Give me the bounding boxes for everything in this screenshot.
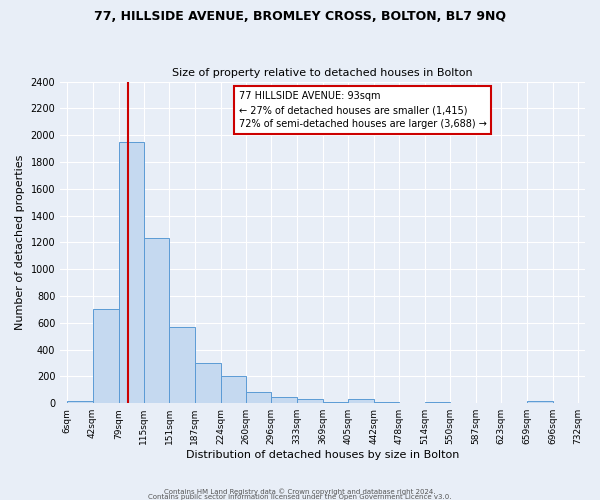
Text: 77, HILLSIDE AVENUE, BROMLEY CROSS, BOLTON, BL7 9NQ: 77, HILLSIDE AVENUE, BROMLEY CROSS, BOLT… bbox=[94, 10, 506, 23]
Bar bbox=[194, 363, 221, 403]
Text: Contains HM Land Registry data © Crown copyright and database right 2024.: Contains HM Land Registry data © Crown c… bbox=[164, 488, 436, 495]
Title: Size of property relative to detached houses in Bolton: Size of property relative to detached ho… bbox=[172, 68, 473, 78]
Bar bbox=[399, 402, 425, 403]
Text: Contains public sector information licensed under the Open Government Licence v3: Contains public sector information licen… bbox=[148, 494, 452, 500]
Bar bbox=[348, 399, 374, 403]
Bar bbox=[67, 401, 92, 403]
Bar bbox=[246, 392, 271, 403]
Bar bbox=[119, 142, 144, 403]
Bar bbox=[221, 376, 246, 403]
Text: 77 HILLSIDE AVENUE: 93sqm
← 27% of detached houses are smaller (1,415)
72% of se: 77 HILLSIDE AVENUE: 93sqm ← 27% of detac… bbox=[239, 91, 487, 129]
X-axis label: Distribution of detached houses by size in Bolton: Distribution of detached houses by size … bbox=[186, 450, 459, 460]
Bar bbox=[374, 402, 399, 403]
Bar bbox=[323, 402, 348, 403]
Bar bbox=[450, 402, 476, 403]
Y-axis label: Number of detached properties: Number of detached properties bbox=[15, 154, 25, 330]
Bar bbox=[144, 238, 169, 403]
Bar bbox=[169, 327, 194, 403]
Bar bbox=[553, 402, 578, 403]
Bar bbox=[297, 398, 323, 403]
Bar bbox=[476, 402, 501, 403]
Bar bbox=[425, 402, 450, 403]
Bar bbox=[501, 402, 527, 403]
Bar bbox=[271, 397, 297, 403]
Bar bbox=[92, 310, 119, 403]
Bar bbox=[527, 401, 553, 403]
